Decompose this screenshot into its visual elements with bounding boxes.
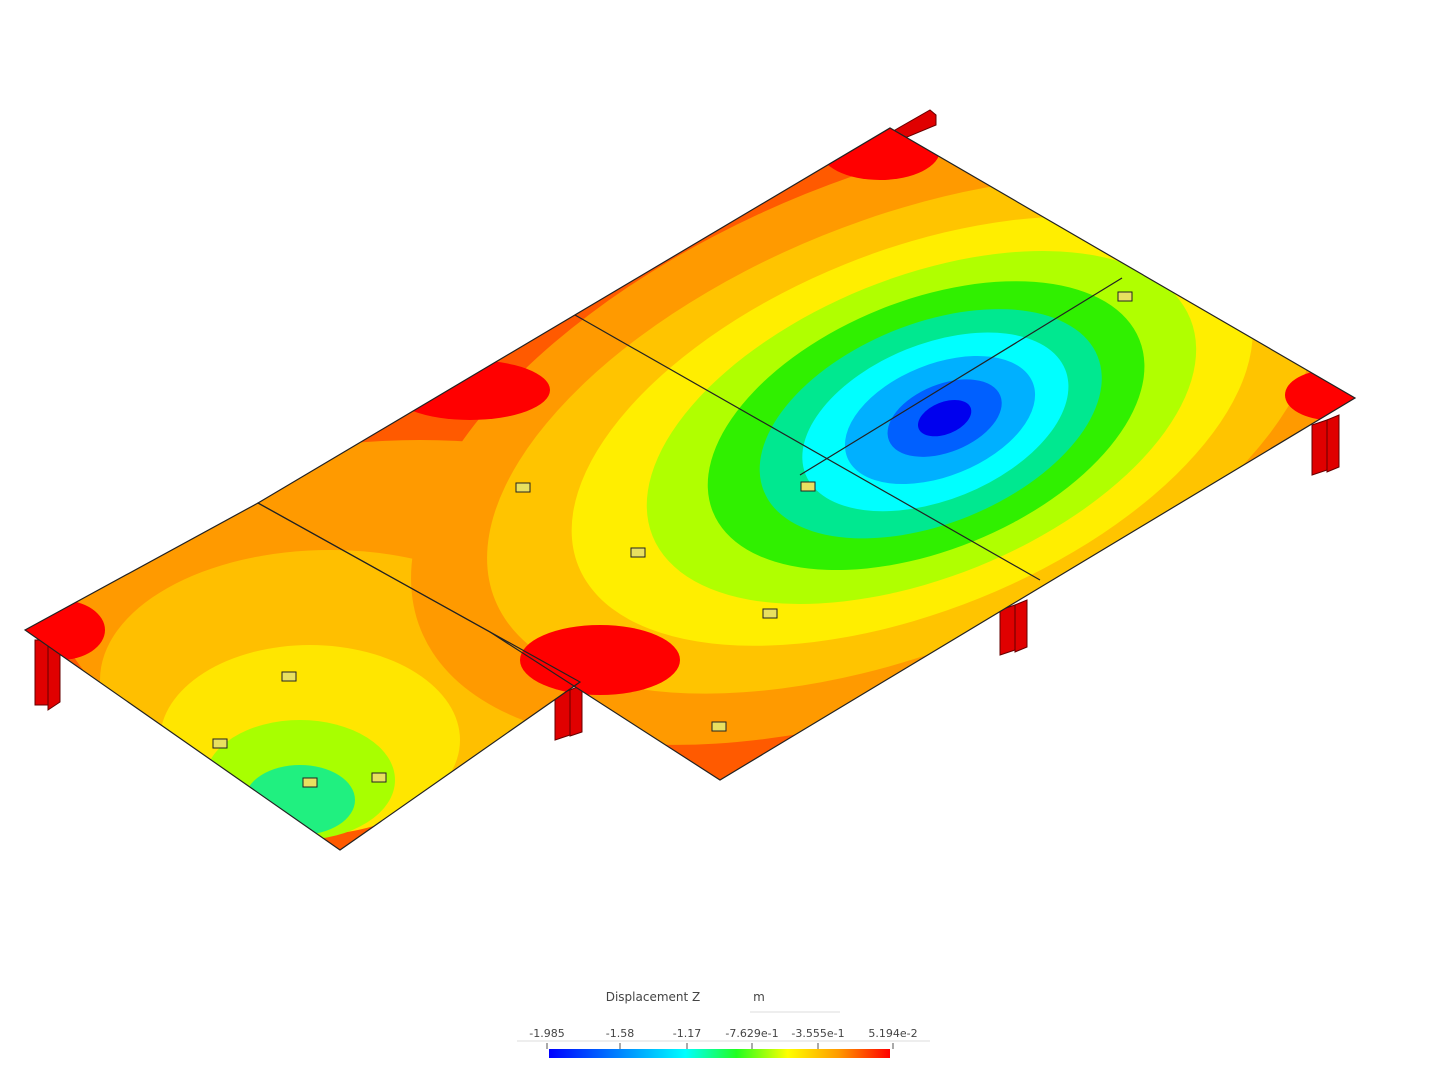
displacement-contours	[25, 128, 1355, 850]
legend-tick-label: -1.17	[673, 1027, 701, 1040]
legend-tick-label: -1.58	[606, 1027, 634, 1040]
slab-edges	[23, 127, 1357, 851]
supports	[34, 109, 1340, 741]
color-legend: Displacement Z m -1.985 -1.58 -1.17 -7.629e…	[517, 990, 930, 1058]
legend-title: Displacement Z	[606, 990, 701, 1004]
legend-tick-label: -3.555e-1	[791, 1027, 844, 1040]
legend-tick-label: -7.629e-1	[725, 1027, 778, 1040]
legend-tick-label: -1.985	[529, 1027, 564, 1040]
legend-tick-label: 5.194e-2	[868, 1027, 917, 1040]
legend-unit: m	[753, 990, 765, 1004]
colorbar	[549, 1049, 890, 1058]
load-pads	[212, 291, 1133, 788]
